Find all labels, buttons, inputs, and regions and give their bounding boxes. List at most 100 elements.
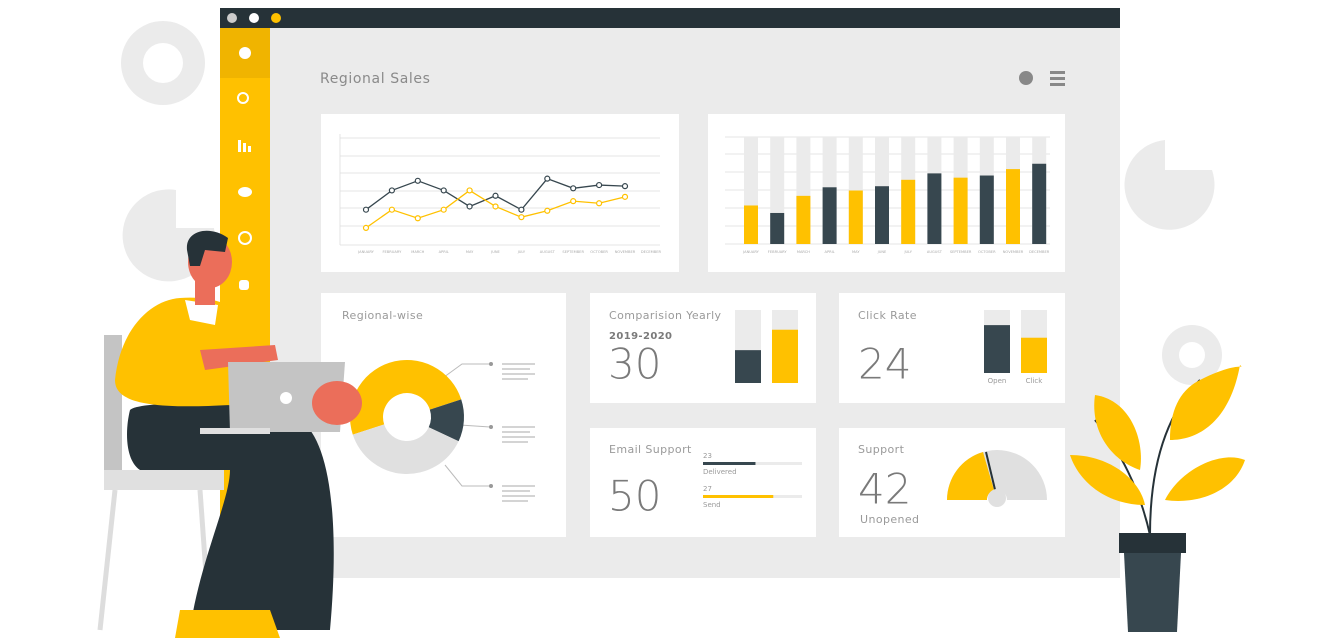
- bar-label: Click: [1026, 377, 1044, 385]
- bar: [735, 350, 761, 383]
- x-tick-label: JULY: [517, 250, 526, 254]
- bar: [927, 173, 942, 244]
- person: [97, 230, 362, 638]
- x-tick-label: NOVEMBER: [1003, 250, 1024, 254]
- bar: [901, 179, 916, 244]
- x-tick-label: AUGUST: [540, 250, 556, 254]
- bar: [875, 186, 889, 244]
- x-tick-label: SEPTEMBER: [950, 250, 972, 254]
- x-tick-label: OCTOBER: [590, 250, 608, 254]
- point: [595, 181, 603, 189]
- x-tick-label: DECEMBER: [1029, 250, 1050, 254]
- window-dot: [227, 13, 237, 23]
- window-dot: [249, 13, 259, 23]
- point: [440, 206, 447, 213]
- point: [388, 206, 395, 213]
- x-tick-label: SEPTEMBER: [562, 250, 584, 254]
- x-tick-label: MARCH: [797, 250, 810, 254]
- bar: [984, 325, 1010, 373]
- x-tick-label: NOVEMBER: [615, 250, 636, 254]
- x-tick-label: JULY: [903, 250, 912, 254]
- point: [440, 187, 447, 194]
- point: [621, 193, 629, 200]
- x-tick-label: MARCH: [411, 250, 424, 254]
- x-tick-label: APRIL: [439, 250, 449, 254]
- x-tick-label: JUNE: [877, 250, 887, 254]
- x-tick-label: AUGUST: [927, 250, 943, 254]
- bar: [1032, 163, 1047, 244]
- point: [362, 224, 370, 231]
- point: [570, 198, 577, 205]
- x-tick-label: DECEMBER: [641, 250, 662, 254]
- bar-label: Open: [988, 377, 1007, 385]
- card-value: 42: [858, 465, 911, 514]
- point: [492, 203, 499, 210]
- x-tick-label: APRIL: [825, 250, 835, 254]
- bar: [772, 329, 798, 383]
- x-tick-label: JUNE: [490, 250, 500, 254]
- point: [570, 185, 577, 192]
- point: [388, 187, 395, 194]
- progress: [703, 495, 774, 498]
- card-title: Comparision Yearly: [609, 309, 722, 322]
- point: [466, 187, 473, 194]
- progress: [703, 462, 756, 465]
- settings-icon[interactable]: [1019, 71, 1033, 85]
- card-title: Click Rate: [858, 309, 917, 322]
- card-label: Unopened: [860, 513, 919, 526]
- point: [595, 200, 603, 207]
- point: [518, 206, 525, 213]
- donut-segment: [350, 360, 462, 435]
- card-title: Email Support: [609, 443, 692, 456]
- donut-segment: [352, 424, 459, 474]
- point: [414, 177, 421, 184]
- point: [414, 215, 421, 222]
- x-tick-label: JANUARY: [357, 250, 374, 254]
- menu-icon[interactable]: [1050, 71, 1065, 86]
- card-value: 24: [858, 340, 911, 389]
- card-title: Support: [858, 443, 905, 456]
- gauge-hub: [988, 489, 1006, 507]
- point: [492, 192, 499, 199]
- bar: [848, 190, 863, 244]
- line-grid: [339, 134, 660, 246]
- bar: [796, 195, 811, 244]
- point: [518, 214, 525, 221]
- x-tick-label: FEBRUARY: [768, 250, 788, 254]
- point: [466, 203, 473, 210]
- chart-marks: JANUARY FEBRUARY MARCH APRIL MAY JUNE JULY AUGU…: [350, 137, 1050, 498]
- donut-leaders: [439, 363, 491, 487]
- bar: [1006, 169, 1020, 244]
- row-label: Send: [703, 501, 721, 509]
- bar: [979, 175, 994, 244]
- donut-segment: [428, 399, 464, 442]
- card-value: 30: [608, 340, 661, 389]
- card-title: Regional-wise: [342, 309, 423, 322]
- point: [544, 175, 551, 182]
- card-subtitle: 2019-2020: [609, 331, 672, 342]
- point: [544, 207, 551, 214]
- window-bar: [220, 8, 1120, 28]
- bar: [770, 212, 785, 244]
- x-tick-label: MAY: [852, 250, 860, 254]
- legend-lines: [502, 363, 535, 502]
- legend-dots: [489, 362, 493, 488]
- bar: [1021, 337, 1047, 373]
- row-count: 27: [703, 485, 712, 493]
- gauge-fill: [947, 452, 994, 500]
- bar: [744, 205, 758, 244]
- x-tick-label: FEBRUARY: [382, 250, 402, 254]
- bar: [822, 187, 837, 244]
- card-value: 50: [608, 472, 661, 521]
- plant: [1070, 365, 1245, 632]
- point: [362, 206, 370, 213]
- point: [621, 183, 629, 190]
- x-tick-label: MAY: [466, 250, 474, 254]
- bar: [953, 177, 968, 244]
- row-count: 23: [703, 452, 712, 460]
- dashboard-title: Regional Sales: [320, 71, 431, 87]
- x-tick-label: JANUARY: [742, 250, 759, 254]
- window-dot: [271, 13, 281, 23]
